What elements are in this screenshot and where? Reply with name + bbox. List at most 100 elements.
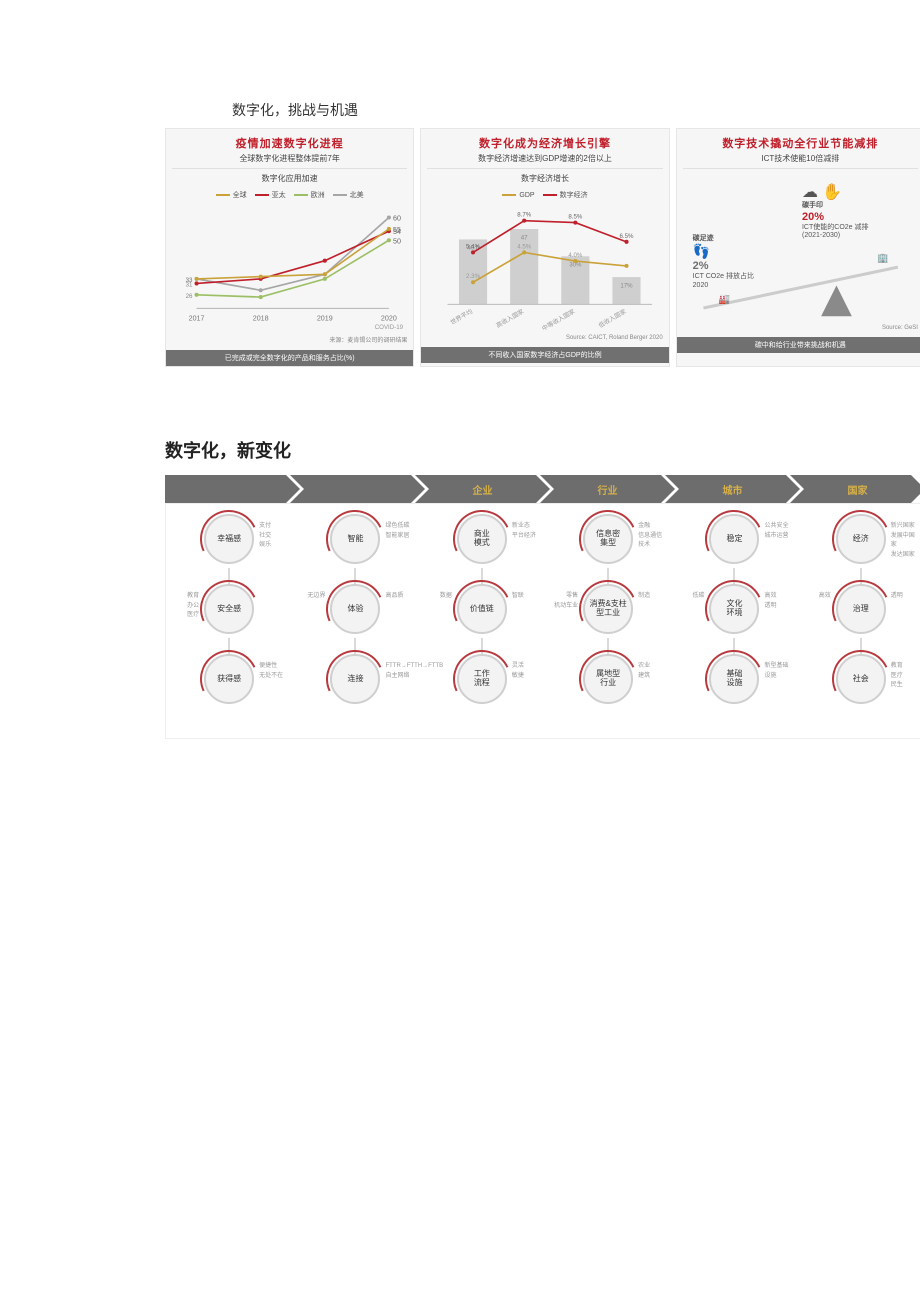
panel-2-chart: 40.54730%17%5.4%8.7%8.5%6.5%2.3%4.5%4.0%… <box>427 200 662 333</box>
side-tags-left: 高效 <box>819 592 831 602</box>
chevron <box>165 475 300 503</box>
panel-3: 数字技术撬动全行业节能减排 ICT技术使能10倍减排 ☁ ✋ 碳手印 20% I… <box>676 128 920 367</box>
side-tags-right: 高品质 <box>385 592 403 602</box>
svg-text:🏭: 🏭 <box>718 294 729 305</box>
node-wrap: 文化 环境低碳高效透明 <box>675 584 793 654</box>
node-wrap: 经济新兴国家发展中国家发达国家 <box>802 514 920 584</box>
svg-text:17%: 17% <box>621 282 634 289</box>
node-wrap: 商业 模式新业态平台经济 <box>423 514 541 584</box>
svg-text:6.5%: 6.5% <box>620 233 635 240</box>
panel-1-caption: 已完成或完全数字化的产品和服务占比(%) <box>166 350 413 366</box>
node: 价值链 <box>457 584 507 634</box>
page-title: 数字化，挑战与机遇 <box>0 100 755 120</box>
node-wrap: 安全感教育办公医疗 <box>170 584 288 654</box>
side-tags-right: 绿色低碳智能家居 <box>385 522 409 541</box>
node-wrap: 稳定公共安全城市运营 <box>675 514 793 584</box>
side-tags-right: 新型基础设施 <box>764 662 788 681</box>
chevron: 行业 <box>540 475 675 503</box>
node-wrap: 连接FTTR→FTTH→FTTB自主网络 <box>296 654 414 724</box>
side-tags-left: 低碳 <box>692 592 704 602</box>
panel-2-caption: 不同收入国家数字经济占GDP的比例 <box>421 347 668 363</box>
svg-text:世界平均: 世界平均 <box>449 307 474 326</box>
side-tags-right: 高效透明 <box>764 592 776 611</box>
chevron <box>290 475 425 503</box>
svg-text:低收入国家: 低收入国家 <box>597 307 628 329</box>
node: 工作 流程 <box>457 654 507 704</box>
side-tags-right: 金融信息通信技术 <box>638 522 667 551</box>
side-tags-right: 制造 <box>638 592 650 602</box>
side-tags-left: 教育办公医疗 <box>187 592 199 621</box>
panel-2-source: Source: CAICT, Roland Berger 2020 <box>427 333 662 341</box>
side-tags-right: 透明 <box>891 592 903 602</box>
section2-heading: 数字化，新变化 <box>165 437 920 463</box>
panel-2: 数字化成为经济增长引擎 数字经济增速达到GDP增速的2倍以上 数字经济增长 GD… <box>420 128 669 367</box>
legend-gdp: GDP <box>519 192 534 199</box>
node-wrap: 价值链数据智联 <box>423 584 541 654</box>
svg-text:47: 47 <box>521 234 528 241</box>
side-tags-right: 新兴国家发展中国家发达国家 <box>891 522 920 560</box>
panel-2-legend: GDP 数字经济 <box>427 190 662 200</box>
panel-3-subtitle: ICT技术使能10倍减排 <box>683 151 918 169</box>
panel-1-chart-title: 数字化应用加速 <box>172 173 407 184</box>
svg-text:高收入国家: 高收入国家 <box>495 307 526 329</box>
svg-text:26: 26 <box>186 293 193 300</box>
node: 信息密 集型 <box>583 514 633 564</box>
legend-de: 数字经济 <box>560 190 588 200</box>
panel-3-body: ☁ ✋ 碳手印 20% ICT使能的CO2e 减排 (2021-2030) 碳足… <box>683 173 918 323</box>
svg-text:2.3%: 2.3% <box>466 273 481 280</box>
column: 商业 模式新业态平台经济价值链数据智联工作 流程灵活敏捷 <box>419 514 545 724</box>
panel-3-caption: 碳中和给行业带来挑战和机遇 <box>677 337 920 353</box>
svg-text:2017: 2017 <box>189 315 205 323</box>
node: 幸福感 <box>204 514 254 564</box>
svg-text:55: 55 <box>393 226 401 234</box>
svg-text:2020: 2020 <box>381 315 397 323</box>
side-tags-right: 灵活敏捷 <box>512 662 524 681</box>
node-wrap: 治理高效 透明 <box>802 584 920 654</box>
panel-1-legend: 全球亚太欧洲北美 <box>172 190 407 200</box>
node: 经济 <box>836 514 886 564</box>
side-tags-right: 支付社交娱乐 <box>259 522 271 551</box>
chevron: 企业 <box>415 475 550 503</box>
side-tags-right: 农业建筑 <box>638 662 650 681</box>
panel-1-source: 来源：麦肯锡公司的调研结果 <box>172 333 407 344</box>
side-tags-right: 教育医疗民生 <box>891 662 903 691</box>
svg-text:8.7%: 8.7% <box>518 212 533 219</box>
columns: 幸福感支付社交娱乐安全感教育办公医疗获得感便捷性无处不在智能绿色低碳智能家居体验… <box>165 503 920 739</box>
panel-2-subtitle: 数字经济增速达到GDP增速的2倍以上 <box>427 151 662 169</box>
panels-row: 疫情加速数字化进程 全球数字化进程整体提前7年 数字化应用加速 全球亚太欧洲北美… <box>165 128 920 367</box>
svg-text:60: 60 <box>393 215 401 223</box>
column: 智能绿色低碳智能家居体验无边界高品质连接FTTR→FTTH→FTTB自主网络 <box>292 514 418 724</box>
node-wrap: 获得感便捷性无处不在 <box>170 654 288 724</box>
column: 稳定公共安全城市运营文化 环境低碳高效透明基础 设施新型基础设施 <box>671 514 797 724</box>
node: 社会 <box>836 654 886 704</box>
side-tags-right: 公共安全城市运营 <box>764 522 788 541</box>
node-wrap: 属地型 行业农业建筑 <box>549 654 667 724</box>
node-wrap: 信息密 集型金融信息通信技术 <box>549 514 667 584</box>
side-tags-left: 数据 <box>440 592 452 602</box>
panel-2-title: 数字化成为经济增长引擎 <box>427 135 662 151</box>
node-wrap: 基础 设施新型基础设施 <box>675 654 793 724</box>
seesaw-icon: 🏭 🏢 <box>683 173 918 326</box>
chevron-bar: 企业行业城市国家 <box>165 475 920 503</box>
panel-3-title: 数字技术撬动全行业节能减排 <box>683 135 918 151</box>
node: 治理 <box>836 584 886 634</box>
panel-1-chart: 2017201820192020COVID-193360315433552650 <box>172 200 407 333</box>
svg-text:COVID-19: COVID-19 <box>375 324 404 331</box>
node-wrap: 智能绿色低碳智能家居 <box>296 514 414 584</box>
node-wrap: 社会教育医疗民生 <box>802 654 920 724</box>
chevron: 国家 <box>790 475 920 503</box>
svg-text:🏢: 🏢 <box>877 253 888 264</box>
column: 经济新兴国家发展中国家发达国家治理高效 透明社会教育医疗民生 <box>798 514 920 724</box>
side-tags-left: 零售机动车业 <box>554 592 578 611</box>
svg-text:2018: 2018 <box>253 315 269 323</box>
side-tags-right: 便捷性无处不在 <box>259 662 283 681</box>
node: 获得感 <box>204 654 254 704</box>
column: 幸福感支付社交娱乐安全感教育办公医疗获得感便捷性无处不在 <box>166 514 292 724</box>
chevron: 城市 <box>665 475 800 503</box>
node: 消费&支柱 型工业 <box>583 584 633 634</box>
node-wrap: 消费&支柱 型工业零售机动车业 制造 <box>549 584 667 654</box>
panel-1-subtitle: 全球数字化进程整体提前7年 <box>172 151 407 169</box>
node: 安全感 <box>204 584 254 634</box>
node-wrap: 工作 流程灵活敏捷 <box>423 654 541 724</box>
svg-text:33: 33 <box>186 277 193 284</box>
